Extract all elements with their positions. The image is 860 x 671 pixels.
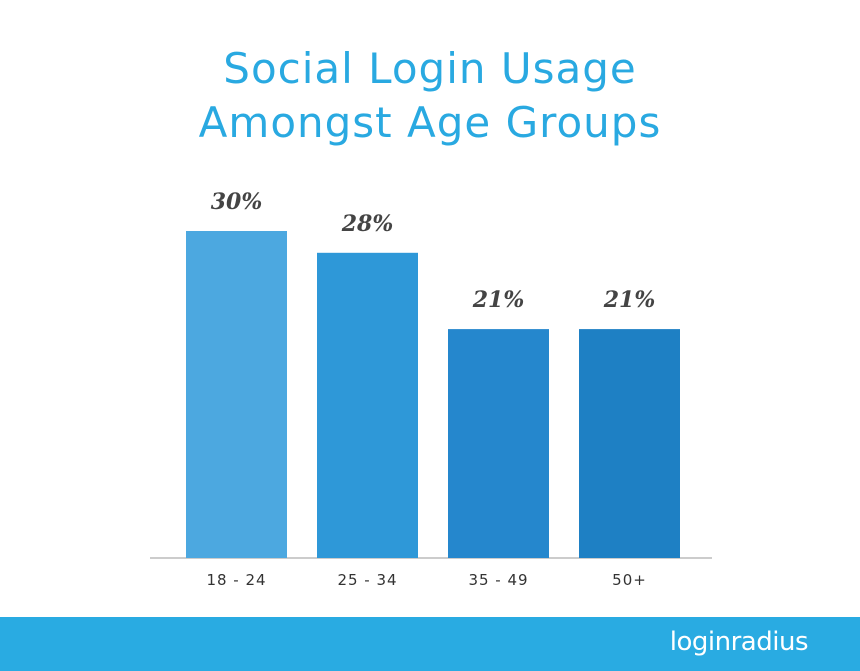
- bar: [448, 329, 549, 558]
- logo: loginradius: [669, 627, 809, 657]
- bar: [186, 231, 287, 558]
- bar: [317, 252, 418, 559]
- chart-title: Social Login Usage Amongst Age Groups: [198, 44, 662, 147]
- x-tick-label: 50+: [612, 571, 647, 589]
- value-label: 21%: [472, 287, 525, 313]
- x-tick-label: 25 - 34: [337, 571, 397, 589]
- value-label: 28%: [341, 211, 394, 237]
- x-tick-label: 35 - 49: [468, 571, 528, 589]
- value-label: 21%: [603, 287, 656, 313]
- x-tick-label: 18 - 24: [206, 571, 266, 589]
- footer: loginradius: [0, 617, 860, 671]
- bar: [579, 329, 680, 558]
- value-label: 30%: [211, 189, 263, 215]
- chart: 18 - 24 30% 25 - 34 28% 35 - 49 21% 50+ 21%: [150, 189, 712, 589]
